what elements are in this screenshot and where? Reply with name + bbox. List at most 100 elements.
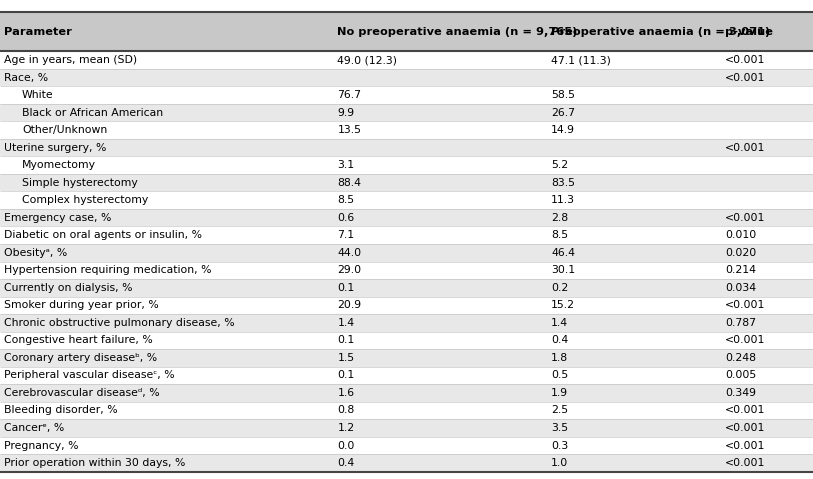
- Text: 0.5: 0.5: [551, 370, 568, 380]
- Text: 1.6: 1.6: [337, 388, 354, 398]
- Text: Simple hysterectomy: Simple hysterectomy: [22, 178, 137, 188]
- Bar: [0, 51, 813, 69]
- Text: 0.787: 0.787: [725, 318, 756, 328]
- Text: 83.5: 83.5: [551, 178, 576, 188]
- Text: 0.020: 0.020: [725, 248, 756, 258]
- Text: Uterine surgery, %: Uterine surgery, %: [4, 143, 107, 153]
- Bar: [0, 192, 813, 209]
- Text: 0.214: 0.214: [725, 265, 756, 275]
- Text: Other/Unknown: Other/Unknown: [22, 125, 107, 135]
- Text: 0.1: 0.1: [337, 283, 354, 293]
- Text: 2.8: 2.8: [551, 213, 568, 223]
- Bar: [0, 174, 813, 192]
- Text: Congestive heart failure, %: Congestive heart failure, %: [4, 335, 153, 345]
- Text: Smoker during year prior, %: Smoker during year prior, %: [4, 300, 159, 310]
- Text: Cerebrovascular diseaseᵈ, %: Cerebrovascular diseaseᵈ, %: [4, 388, 159, 398]
- Bar: [0, 384, 813, 402]
- Bar: [0, 86, 813, 104]
- Bar: [0, 297, 813, 314]
- Text: 7.1: 7.1: [337, 230, 354, 240]
- Text: <0.001: <0.001: [725, 441, 766, 451]
- Text: <0.001: <0.001: [725, 143, 766, 153]
- Text: 0.248: 0.248: [725, 353, 756, 363]
- Text: 0.0: 0.0: [337, 441, 354, 451]
- Text: 0.6: 0.6: [337, 213, 354, 223]
- Text: 0.1: 0.1: [337, 335, 354, 345]
- Text: Chronic obstructive pulmonary disease, %: Chronic obstructive pulmonary disease, %: [4, 318, 235, 328]
- Text: 5.2: 5.2: [551, 160, 568, 170]
- Bar: [0, 121, 813, 139]
- Text: 15.2: 15.2: [551, 300, 576, 310]
- Text: 3.1: 3.1: [337, 160, 354, 170]
- Bar: [0, 157, 813, 174]
- Text: 0.8: 0.8: [337, 406, 354, 415]
- Text: 26.7: 26.7: [551, 108, 576, 117]
- Text: 13.5: 13.5: [337, 125, 362, 135]
- Text: 0.2: 0.2: [551, 283, 568, 293]
- Text: 1.4: 1.4: [337, 318, 354, 328]
- Bar: [0, 12, 813, 51]
- Text: <0.001: <0.001: [725, 55, 766, 65]
- Text: 49.0 (12.3): 49.0 (12.3): [337, 55, 398, 65]
- Text: 0.4: 0.4: [551, 335, 568, 345]
- Bar: [0, 419, 813, 437]
- Text: 76.7: 76.7: [337, 90, 362, 100]
- Bar: [0, 331, 813, 349]
- Bar: [0, 437, 813, 454]
- Text: 30.1: 30.1: [551, 265, 576, 275]
- Text: 1.0: 1.0: [551, 458, 568, 468]
- Text: Parameter: Parameter: [4, 27, 72, 36]
- Text: <0.001: <0.001: [725, 213, 766, 223]
- Text: 0.034: 0.034: [725, 283, 756, 293]
- Bar: [0, 314, 813, 331]
- Text: Pregnancy, %: Pregnancy, %: [4, 441, 79, 451]
- Text: Age in years, mean (SD): Age in years, mean (SD): [4, 55, 137, 65]
- Text: 58.5: 58.5: [551, 90, 576, 100]
- Bar: [0, 227, 813, 244]
- Bar: [0, 402, 813, 419]
- Text: Cancerᵉ, %: Cancerᵉ, %: [4, 423, 64, 433]
- Text: 47.1 (11.3): 47.1 (11.3): [551, 55, 611, 65]
- Bar: [0, 454, 813, 472]
- Bar: [0, 349, 813, 367]
- Bar: [0, 69, 813, 86]
- Text: Emergency case, %: Emergency case, %: [4, 213, 111, 223]
- Text: 0.1: 0.1: [337, 370, 354, 380]
- Bar: [0, 209, 813, 227]
- Text: 11.3: 11.3: [551, 195, 576, 205]
- Text: Obesityᵃ, %: Obesityᵃ, %: [4, 248, 67, 258]
- Text: 0.3: 0.3: [551, 441, 568, 451]
- Text: Coronary artery diseaseᵇ, %: Coronary artery diseaseᵇ, %: [4, 353, 157, 363]
- Text: <0.001: <0.001: [725, 72, 766, 82]
- Bar: [0, 262, 813, 279]
- Text: 9.9: 9.9: [337, 108, 354, 117]
- Text: 2.5: 2.5: [551, 406, 568, 415]
- Text: 8.5: 8.5: [337, 195, 354, 205]
- Text: No preoperative anaemia (n = 9,765): No preoperative anaemia (n = 9,765): [337, 27, 578, 36]
- Text: White: White: [22, 90, 54, 100]
- Text: Peripheral vascular diseaseᶜ, %: Peripheral vascular diseaseᶜ, %: [4, 370, 175, 380]
- Text: <0.001: <0.001: [725, 406, 766, 415]
- Text: 1.2: 1.2: [337, 423, 354, 433]
- Bar: [0, 139, 813, 156]
- Bar: [0, 104, 813, 121]
- Text: <0.001: <0.001: [725, 423, 766, 433]
- Text: <0.001: <0.001: [725, 300, 766, 310]
- Text: 1.5: 1.5: [337, 353, 354, 363]
- Text: 1.8: 1.8: [551, 353, 568, 363]
- Text: 1.9: 1.9: [551, 388, 568, 398]
- Text: Preoperative anaemia (n = 3,071): Preoperative anaemia (n = 3,071): [551, 27, 771, 36]
- Text: Diabetic on oral agents or insulin, %: Diabetic on oral agents or insulin, %: [4, 230, 202, 240]
- Text: 1.4: 1.4: [551, 318, 568, 328]
- Text: Bleeding disorder, %: Bleeding disorder, %: [4, 406, 118, 415]
- Bar: [0, 244, 813, 262]
- Text: 0.349: 0.349: [725, 388, 756, 398]
- Text: 46.4: 46.4: [551, 248, 576, 258]
- Text: <0.001: <0.001: [725, 335, 766, 345]
- Text: 29.0: 29.0: [337, 265, 362, 275]
- Bar: [0, 367, 813, 384]
- Text: Myomectomy: Myomectomy: [22, 160, 96, 170]
- Text: Complex hysterectomy: Complex hysterectomy: [22, 195, 148, 205]
- Text: 14.9: 14.9: [551, 125, 576, 135]
- Text: 44.0: 44.0: [337, 248, 362, 258]
